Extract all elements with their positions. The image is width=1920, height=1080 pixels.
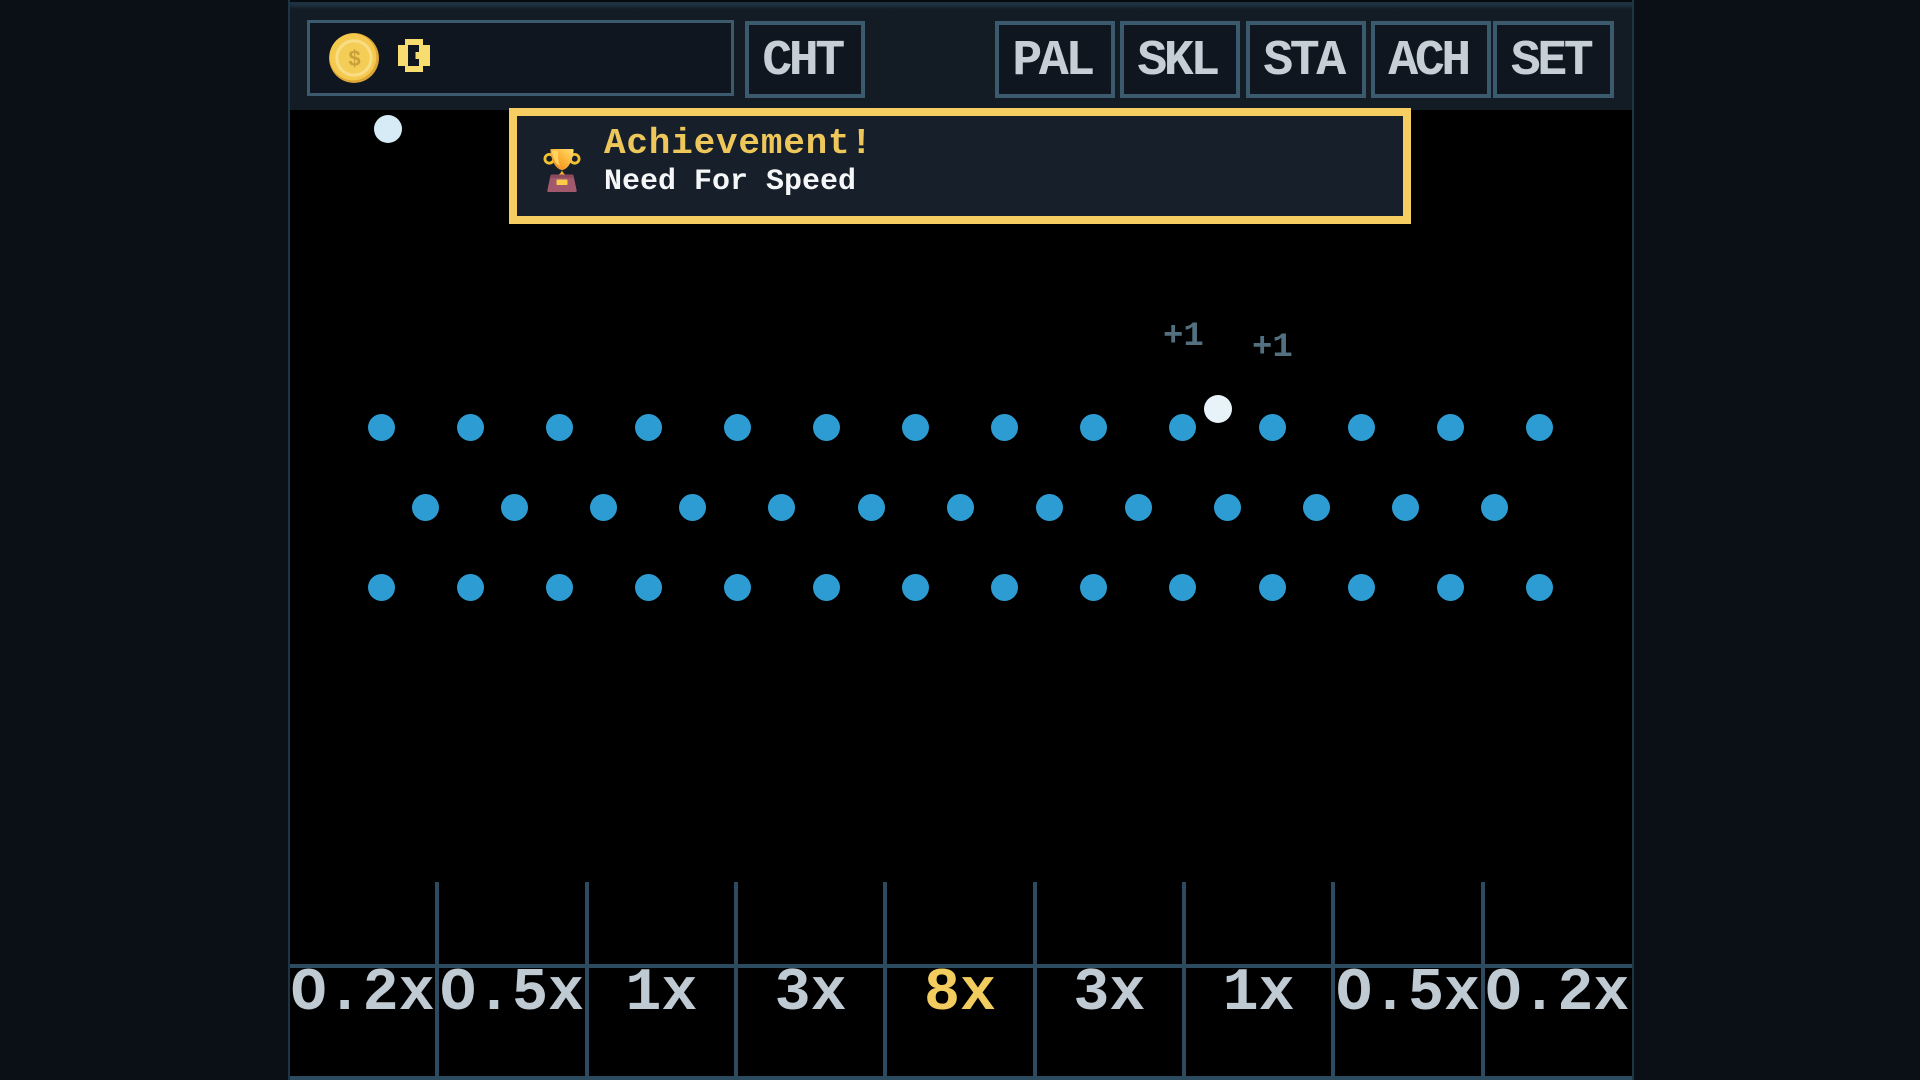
svg-text:$: $ [348, 46, 360, 71]
